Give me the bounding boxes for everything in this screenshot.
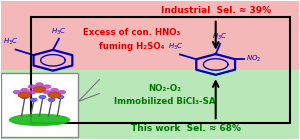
Text: This work  Sel. ≈ 68%: This work Sel. ≈ 68% — [131, 124, 241, 133]
Circle shape — [33, 86, 46, 92]
Text: fuming H₂SO₄: fuming H₂SO₄ — [99, 42, 165, 51]
Circle shape — [13, 90, 21, 94]
Ellipse shape — [10, 114, 69, 125]
Text: $H_3C$: $H_3C$ — [3, 37, 19, 47]
Circle shape — [57, 95, 64, 99]
Text: NO₂-O₂: NO₂-O₂ — [148, 84, 182, 93]
Bar — [31, 17, 290, 123]
Circle shape — [48, 98, 55, 102]
Circle shape — [18, 92, 31, 98]
Circle shape — [43, 85, 51, 88]
Text: Excess of con. HNO₃: Excess of con. HNO₃ — [83, 28, 181, 37]
Circle shape — [51, 88, 58, 92]
Circle shape — [28, 90, 36, 94]
Circle shape — [21, 95, 28, 99]
Circle shape — [43, 90, 51, 94]
Text: $H_3C$: $H_3C$ — [51, 27, 67, 37]
Text: $H_3C$: $H_3C$ — [168, 42, 183, 52]
Circle shape — [30, 98, 37, 102]
Text: $H_3C$: $H_3C$ — [212, 31, 228, 42]
Circle shape — [48, 92, 61, 98]
Circle shape — [58, 90, 66, 94]
Bar — [1, 73, 78, 136]
Text: $NO_2$: $NO_2$ — [245, 54, 261, 64]
Text: Immobilized BiCl₃-SA: Immobilized BiCl₃-SA — [114, 97, 216, 106]
Text: Industrial  Sel. ≈ 39%: Industrial Sel. ≈ 39% — [160, 6, 271, 15]
Circle shape — [21, 88, 28, 92]
Circle shape — [28, 85, 36, 88]
Bar — [1, 70, 299, 139]
Circle shape — [36, 83, 43, 86]
Circle shape — [39, 95, 46, 99]
Bar — [1, 1, 299, 70]
